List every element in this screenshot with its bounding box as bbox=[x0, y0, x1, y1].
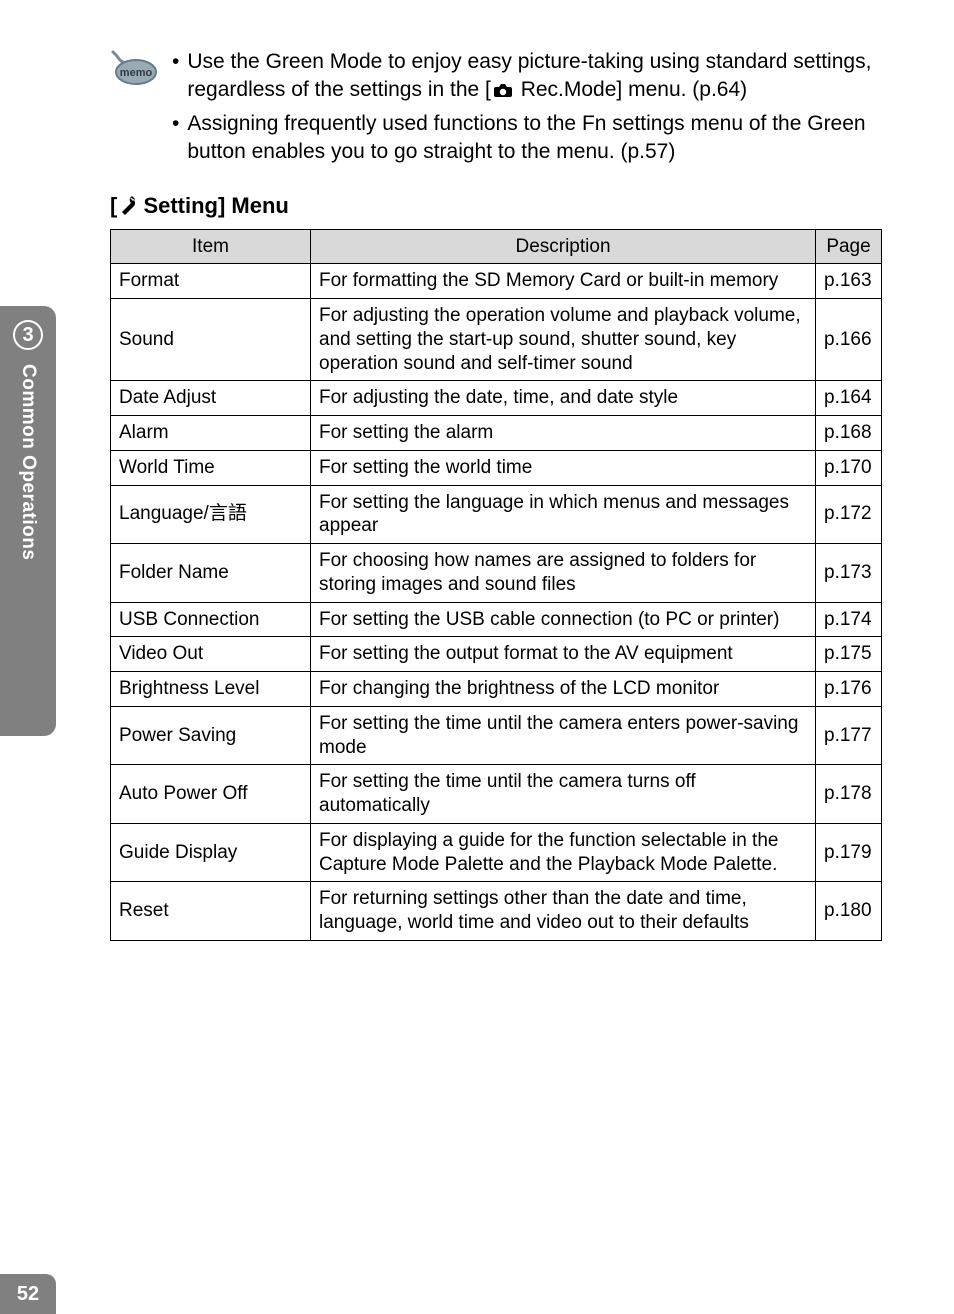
svg-text:memo: memo bbox=[120, 67, 153, 79]
memo-icon: memo bbox=[110, 50, 158, 86]
table-row: SoundFor adjusting the operation volume … bbox=[111, 299, 882, 381]
cell-item: Language/言語 bbox=[111, 485, 311, 544]
cell-item: Alarm bbox=[111, 416, 311, 451]
cell-item: Brightness Level bbox=[111, 672, 311, 707]
cell-page: p.163 bbox=[816, 264, 882, 299]
cell-item: Video Out bbox=[111, 637, 311, 672]
cell-page: p.170 bbox=[816, 450, 882, 485]
table-row: AlarmFor setting the alarmp.168 bbox=[111, 416, 882, 451]
cell-item: World Time bbox=[111, 450, 311, 485]
cell-description: For displaying a guide for the function … bbox=[311, 823, 816, 882]
cell-description: For adjusting the date, time, and date s… bbox=[311, 381, 816, 416]
section-title-text: Setting] Menu bbox=[137, 193, 289, 218]
page-number: 52 bbox=[17, 1283, 39, 1306]
memo-item-2: • Assigning frequently used functions to… bbox=[172, 110, 882, 166]
cell-description: For formatting the SD Memory Card or bui… bbox=[311, 264, 816, 299]
cell-description: For setting the USB cable connection (to… bbox=[311, 602, 816, 637]
camera-icon bbox=[493, 78, 513, 106]
table-row: Guide DisplayFor displaying a guide for … bbox=[111, 823, 882, 882]
settings-table: Item Description Page FormatFor formatti… bbox=[110, 229, 882, 941]
cell-description: For choosing how names are assigned to f… bbox=[311, 544, 816, 603]
cell-item: Folder Name bbox=[111, 544, 311, 603]
cell-page: p.173 bbox=[816, 544, 882, 603]
memo-item-2-text: Assigning frequently used functions to t… bbox=[187, 110, 882, 166]
cell-description: For setting the language in which menus … bbox=[311, 485, 816, 544]
chapter-number-badge: 3 bbox=[13, 320, 43, 350]
cell-description: For setting the time until the camera en… bbox=[311, 706, 816, 765]
cell-description: For setting the alarm bbox=[311, 416, 816, 451]
chapter-label: Common Operations bbox=[17, 364, 39, 560]
col-header-page: Page bbox=[816, 229, 882, 264]
page: memo • Use the Green Mode to enjoy easy … bbox=[0, 0, 954, 1314]
memo-list: • Use the Green Mode to enjoy easy pictu… bbox=[172, 48, 882, 171]
cell-item: Guide Display bbox=[111, 823, 311, 882]
cell-page: p.168 bbox=[816, 416, 882, 451]
bullet-icon: • bbox=[172, 48, 179, 76]
section-title: [ Setting] Menu bbox=[110, 193, 882, 219]
side-chapter-tab: 3 Common Operations bbox=[0, 306, 56, 736]
cell-description: For changing the brightness of the LCD m… bbox=[311, 672, 816, 707]
memo-block: memo • Use the Green Mode to enjoy easy … bbox=[110, 48, 882, 171]
col-header-item: Item bbox=[111, 229, 311, 264]
cell-page: p.177 bbox=[816, 706, 882, 765]
cell-item: USB Connection bbox=[111, 602, 311, 637]
memo-item-1-text: Use the Green Mode to enjoy easy picture… bbox=[187, 48, 882, 106]
cell-page: p.166 bbox=[816, 299, 882, 381]
cell-item: Format bbox=[111, 264, 311, 299]
cell-page: p.172 bbox=[816, 485, 882, 544]
cell-item: Reset bbox=[111, 882, 311, 941]
table-row: Folder NameFor choosing how names are as… bbox=[111, 544, 882, 603]
cell-page: p.174 bbox=[816, 602, 882, 637]
table-row: Date AdjustFor adjusting the date, time,… bbox=[111, 381, 882, 416]
table-row: FormatFor formatting the SD Memory Card … bbox=[111, 264, 882, 299]
col-header-description: Description bbox=[311, 229, 816, 264]
cell-description: For setting the world time bbox=[311, 450, 816, 485]
table-row: World TimeFor setting the world timep.17… bbox=[111, 450, 882, 485]
table-row: ResetFor returning settings other than t… bbox=[111, 882, 882, 941]
table-header-row: Item Description Page bbox=[111, 229, 882, 264]
cell-page: p.179 bbox=[816, 823, 882, 882]
cell-page: p.164 bbox=[816, 381, 882, 416]
cell-description: For setting the time until the camera tu… bbox=[311, 765, 816, 824]
table-row: Brightness LevelFor changing the brightn… bbox=[111, 672, 882, 707]
table-row: Language/言語For setting the language in w… bbox=[111, 485, 882, 544]
wrench-icon bbox=[117, 193, 137, 218]
table-row: USB ConnectionFor setting the USB cable … bbox=[111, 602, 882, 637]
cell-item: Power Saving bbox=[111, 706, 311, 765]
cell-item: Auto Power Off bbox=[111, 765, 311, 824]
cell-description: For adjusting the operation volume and p… bbox=[311, 299, 816, 381]
cell-page: p.178 bbox=[816, 765, 882, 824]
cell-page: p.180 bbox=[816, 882, 882, 941]
memo-item-1-tail: Rec.Mode] menu. (p.64) bbox=[515, 78, 747, 101]
page-number-tab: 52 bbox=[0, 1274, 56, 1314]
cell-item: Date Adjust bbox=[111, 381, 311, 416]
table-row: Auto Power OffFor setting the time until… bbox=[111, 765, 882, 824]
cell-description: For setting the output format to the AV … bbox=[311, 637, 816, 672]
table-row: Power SavingFor setting the time until t… bbox=[111, 706, 882, 765]
cell-description: For returning settings other than the da… bbox=[311, 882, 816, 941]
chapter-number: 3 bbox=[22, 324, 33, 347]
memo-item-1: • Use the Green Mode to enjoy easy pictu… bbox=[172, 48, 882, 106]
table-row: Video OutFor setting the output format t… bbox=[111, 637, 882, 672]
cell-page: p.176 bbox=[816, 672, 882, 707]
cell-page: p.175 bbox=[816, 637, 882, 672]
cell-item: Sound bbox=[111, 299, 311, 381]
bullet-icon: • bbox=[172, 110, 179, 138]
